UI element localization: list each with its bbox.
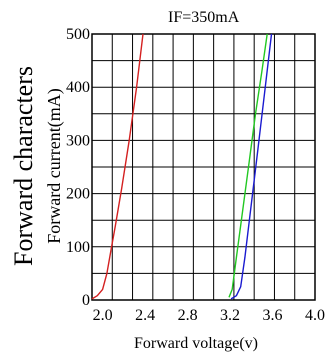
x-axis-label: Forward voltage(v) bbox=[134, 335, 258, 352]
y-tick-label: 500 bbox=[66, 26, 90, 43]
y-tick-label: 100 bbox=[66, 239, 90, 256]
x-tick-label: 2.8 bbox=[178, 307, 198, 324]
y-tick-label: 300 bbox=[66, 132, 90, 149]
series-line-3 bbox=[230, 33, 273, 300]
y-tick-label: 0 bbox=[82, 292, 90, 309]
y-tick-labels: 0 100 200 300 400 500 bbox=[66, 26, 90, 309]
x-tick-label: 4.0 bbox=[305, 307, 325, 324]
y-tick-label: 400 bbox=[66, 79, 90, 96]
x-tick-label: 2.4 bbox=[135, 307, 155, 324]
x-tick-label: 2.0 bbox=[93, 307, 113, 324]
x-tick-label: 3.6 bbox=[263, 307, 283, 324]
annotation-if: IF=350mA bbox=[168, 9, 240, 26]
x-tick-labels: 2.0 2.4 2.8 3.2 3.6 4.0 bbox=[93, 307, 325, 324]
series-layer bbox=[91, 33, 273, 300]
plot-frame bbox=[91, 33, 316, 301]
chart-title: Forward characters bbox=[9, 66, 38, 266]
grid bbox=[92, 34, 315, 300]
y-axis-label: Forward current(mA) bbox=[44, 88, 65, 243]
x-tick-label: 3.2 bbox=[220, 307, 240, 324]
y-tick-label: 200 bbox=[66, 186, 90, 203]
series-line-1 bbox=[91, 33, 144, 300]
series-line-2 bbox=[228, 33, 268, 298]
